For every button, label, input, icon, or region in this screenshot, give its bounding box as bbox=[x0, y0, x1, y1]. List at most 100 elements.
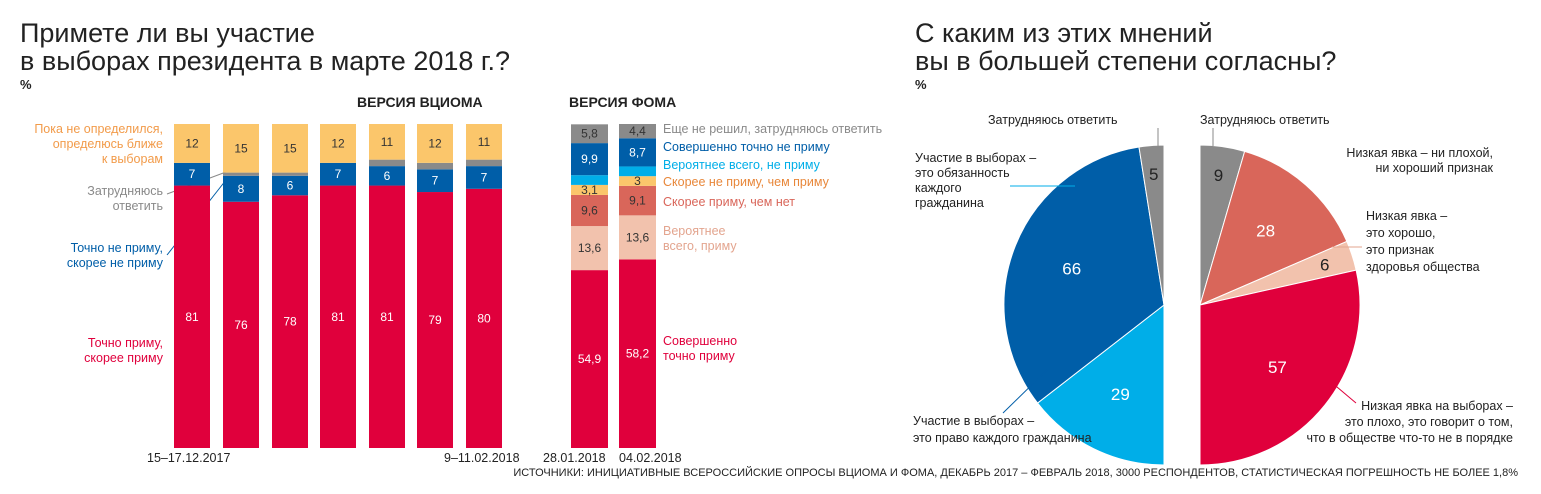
pie-chart-duty-right: 29 66 5 bbox=[1003, 144, 1165, 466]
pie1-label-duty-2: это обязанность bbox=[915, 166, 1010, 180]
data-label: 13,6 bbox=[626, 230, 650, 244]
vciom-legend: Пока не определился, определюсь ближе к … bbox=[34, 122, 163, 365]
bar-segment bbox=[571, 124, 608, 144]
bar-segment bbox=[417, 192, 453, 448]
legend-yes-line-2: скорее приму bbox=[84, 351, 164, 365]
bar-segment bbox=[571, 194, 608, 227]
data-label: 3 bbox=[634, 174, 641, 188]
data-label: 7 bbox=[432, 174, 439, 188]
legend-hard-line-1: Затрудняюсь bbox=[87, 184, 163, 198]
foma-legend-rather-yes: Скорее приму, чем нет bbox=[663, 195, 795, 209]
foma-legend-def-yes-1: Совершенно bbox=[663, 334, 737, 348]
bar-segment bbox=[417, 162, 453, 170]
pie1-label-right-1: Участие в выборах – bbox=[913, 414, 1034, 428]
pie2-label-bad-1: Низкая явка на выборах – bbox=[1361, 399, 1513, 413]
pie2-label-neutral-1: Низкая явка – ни плохой, bbox=[1346, 146, 1493, 160]
bar-segment bbox=[571, 184, 608, 195]
legend-yes-line-1: Точно приму, bbox=[88, 336, 163, 350]
data-label: 81 bbox=[185, 310, 199, 324]
data-label: 76 bbox=[234, 318, 248, 332]
data-label: 6 bbox=[384, 169, 391, 183]
data-label: 15 bbox=[283, 141, 297, 155]
data-label: 54,9 bbox=[578, 352, 602, 366]
pie-slice bbox=[1199, 150, 1348, 306]
bar-segment bbox=[466, 124, 502, 160]
data-label: 58,2 bbox=[626, 347, 650, 361]
pie-value-label: 5 bbox=[1149, 165, 1158, 184]
foma-legend: Еще не решил, затрудняюсь ответить Совер… bbox=[663, 122, 882, 363]
pie-chart-low-turnout: 9 28 6 57 bbox=[1199, 144, 1361, 466]
bar-segment bbox=[369, 124, 405, 160]
legend-undecided-line-3: к выборам bbox=[102, 152, 163, 166]
bar-segment bbox=[320, 185, 356, 448]
bar-segment bbox=[571, 270, 608, 448]
pie2-label-good-4: здоровья общества bbox=[1366, 260, 1480, 274]
bar-segment bbox=[571, 226, 608, 271]
data-label: 12 bbox=[428, 136, 442, 150]
pie1-label-duty-3: каждого bbox=[915, 181, 962, 195]
right-title-line-2: вы в большей степени согласны? bbox=[915, 46, 1336, 76]
bar-segment bbox=[272, 124, 308, 173]
foma-bar-chart: 54,9 13,6 9,6 3,1 9,9 5,8 58,2 13,6 9,1 3 8,7 4,4 bbox=[571, 124, 656, 448]
legend-undecided-line-2: определюсь ближе bbox=[53, 137, 163, 151]
data-label: 8 bbox=[238, 182, 245, 196]
bar-segment bbox=[272, 175, 308, 196]
pie2-label-neutral-2: ни хороший признак bbox=[1375, 161, 1493, 175]
pie-value-label: 9 bbox=[1214, 166, 1223, 185]
pie-value-label: 66 bbox=[1062, 259, 1081, 278]
pie2-label-good-2: это хорошо, bbox=[1366, 226, 1436, 240]
vciom-x-first: 15–17.12.2017 bbox=[147, 451, 230, 465]
bar-segment bbox=[223, 175, 259, 202]
legend-no-line-1: Точно не приму, bbox=[71, 241, 163, 255]
right-percent-unit: % bbox=[915, 77, 927, 92]
bar-segment bbox=[466, 188, 502, 449]
bar-segment bbox=[466, 166, 502, 189]
foma-x-first: 28.01.2018 bbox=[543, 451, 606, 465]
pie1-label-duty-1: Участие в выборах – bbox=[915, 151, 1036, 165]
data-label: 80 bbox=[477, 311, 491, 325]
bar-segment bbox=[320, 124, 356, 163]
data-label: 11 bbox=[478, 135, 491, 149]
bar-segment bbox=[369, 185, 405, 448]
foma-legend-prob-no: Вероятнее всего, не приму bbox=[663, 158, 821, 172]
foma-header: ВЕРСИЯ ФОМА bbox=[569, 94, 676, 110]
bar-segment bbox=[417, 124, 453, 163]
bar-segment bbox=[174, 162, 210, 186]
bar-segment bbox=[174, 185, 210, 448]
bar-segment bbox=[619, 185, 656, 216]
bar-segment bbox=[619, 166, 656, 177]
vciom-bar-chart: 81 7 12 76 8 15 78 6 15 81 7 12 81 6 11 79 7 12 80 7 11 bbox=[174, 124, 502, 449]
pie-value-label: 28 bbox=[1256, 222, 1275, 241]
bar-segment bbox=[571, 175, 608, 185]
legend-no-line-2: скорее не приму bbox=[67, 256, 164, 270]
data-label: 81 bbox=[331, 310, 345, 324]
data-label: 7 bbox=[335, 167, 342, 181]
data-label: 15 bbox=[234, 141, 248, 155]
pie-slice bbox=[1199, 269, 1361, 466]
vciom-x-last: 9–11.02.2018 bbox=[444, 451, 520, 465]
legend-undecided-line-1: Пока не определился, bbox=[34, 122, 163, 136]
bar-segment bbox=[369, 166, 405, 186]
data-label: 79 bbox=[428, 313, 442, 327]
pie-slice bbox=[1138, 144, 1165, 306]
bar-segment bbox=[466, 159, 502, 167]
foma-legend-undecided: Еще не решил, затрудняюсь ответить bbox=[663, 122, 882, 136]
data-label: 7 bbox=[189, 167, 196, 181]
data-label: 5,8 bbox=[581, 127, 598, 141]
pie1-label-hard: Затрудняюсь ответить bbox=[988, 113, 1118, 127]
bar-segment bbox=[223, 172, 259, 176]
pie1-leader-right bbox=[1002, 368, 1049, 414]
pie1-label-right-2: это право каждого гражданина bbox=[913, 431, 1092, 445]
vciom-header: ВЕРСИЯ ВЦИОМА bbox=[357, 94, 483, 110]
pie2-label-hard: Затрудняюсь ответить bbox=[1200, 113, 1330, 127]
data-label: 12 bbox=[331, 136, 345, 150]
pie-slice bbox=[1036, 303, 1165, 466]
data-label: 78 bbox=[283, 315, 297, 329]
bar-segment bbox=[619, 124, 656, 139]
left-percent-unit: % bbox=[20, 77, 32, 92]
bar-segment bbox=[619, 138, 656, 167]
data-label: 7 bbox=[481, 170, 488, 184]
pie2-label-good-3: это признак bbox=[1366, 243, 1434, 257]
bar-segment bbox=[223, 201, 259, 448]
